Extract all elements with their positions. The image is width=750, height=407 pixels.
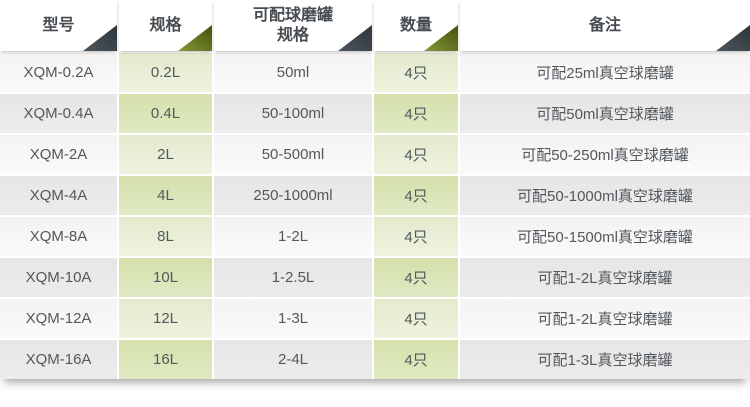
cell-jar-spec: 50-500ml xyxy=(214,135,372,174)
cell-spec: 4L xyxy=(119,176,212,215)
cell-quantity: 4只 xyxy=(374,94,458,133)
cell-model: XQM-0.4A xyxy=(0,94,117,133)
cell-model: XQM-12A xyxy=(0,299,117,338)
cell-jar-spec: 1-2L xyxy=(214,217,372,256)
cell-spec: 16L xyxy=(119,340,212,379)
cell-model: XQM-8A xyxy=(0,217,117,256)
cell-spec: 8L xyxy=(119,217,212,256)
cell-quantity: 4只 xyxy=(374,53,458,92)
cell-note: 可配50-1000ml真空球磨罐 xyxy=(460,176,750,215)
cell-jar-spec: 50ml xyxy=(214,53,372,92)
cell-quantity: 4只 xyxy=(374,258,458,297)
cell-model: XQM-10A xyxy=(0,258,117,297)
header-spec: 规格 xyxy=(119,0,212,51)
cell-quantity: 4只 xyxy=(374,340,458,379)
cell-jar-spec: 1-3L xyxy=(214,299,372,338)
cell-jar-spec: 1-2.5L xyxy=(214,258,372,297)
corner-triangle-icon xyxy=(338,25,372,51)
cell-spec: 2L xyxy=(119,135,212,174)
cell-note: 可配50-1500ml真空球磨罐 xyxy=(460,217,750,256)
cell-quantity: 4只 xyxy=(374,176,458,215)
header-notes-label: 备注 xyxy=(588,16,621,34)
header-quantity-label: 数量 xyxy=(399,16,432,34)
header-model: 型号 xyxy=(0,0,117,51)
cell-model: XQM-0.2A xyxy=(0,53,117,92)
header-jar-spec-label: 可配球磨罐 规格 xyxy=(252,6,333,44)
cell-model: XQM-2A xyxy=(0,135,117,174)
cell-note: 可配1-2L真空球磨罐 xyxy=(460,299,750,338)
cell-jar-spec: 50-100ml xyxy=(214,94,372,133)
cell-jar-spec: 2-4L xyxy=(214,340,372,379)
cell-spec: 10L xyxy=(119,258,212,297)
header-spec-label: 规格 xyxy=(149,16,182,34)
header-model-label: 型号 xyxy=(42,16,75,34)
header-quantity: 数量 xyxy=(374,0,458,51)
cell-spec: 12L xyxy=(119,299,212,338)
cell-spec: 0.4L xyxy=(119,94,212,133)
cell-model: XQM-4A xyxy=(0,176,117,215)
spec-table: 型号 规格 可配球磨罐 规格 数量 备注 XQM-0.2A 0.2L 50ml … xyxy=(0,0,750,379)
cell-jar-spec: 250-1000ml xyxy=(214,176,372,215)
cell-note: 可配50ml真空球磨罐 xyxy=(460,94,750,133)
header-jar-spec: 可配球磨罐 规格 xyxy=(214,0,372,51)
cell-model: XQM-16A xyxy=(0,340,117,379)
corner-triangle-icon xyxy=(716,25,750,51)
cell-note: 可配50-250ml真空球磨罐 xyxy=(460,135,750,174)
header-notes: 备注 xyxy=(460,0,750,51)
cell-spec: 0.2L xyxy=(119,53,212,92)
cell-note: 可配25ml真空球磨罐 xyxy=(460,53,750,92)
corner-triangle-icon xyxy=(178,25,212,51)
cell-note: 可配1-2L真空球磨罐 xyxy=(460,258,750,297)
cell-quantity: 4只 xyxy=(374,217,458,256)
corner-triangle-icon xyxy=(83,25,117,51)
cell-note: 可配1-3L真空球磨罐 xyxy=(460,340,750,379)
cell-quantity: 4只 xyxy=(374,135,458,174)
cell-quantity: 4只 xyxy=(374,299,458,338)
